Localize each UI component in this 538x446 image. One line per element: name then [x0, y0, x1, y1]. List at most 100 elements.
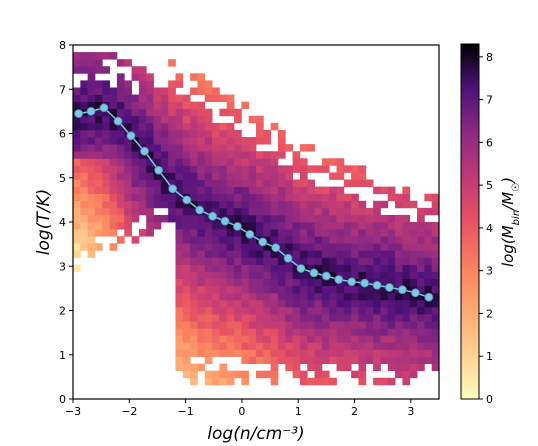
heatmap-cell [182, 94, 191, 103]
heatmap-cell [109, 87, 118, 95]
heatmap-cell [263, 271, 272, 280]
heatmap-cell [182, 271, 191, 280]
heatmap-cell [365, 236, 374, 244]
heatmap-cell [116, 179, 125, 187]
heatmap-cell [182, 129, 191, 138]
median-point [321, 271, 331, 281]
heatmap-cell [248, 299, 257, 308]
heatmap-cell [417, 356, 425, 364]
heatmap-cell [292, 335, 301, 343]
heatmap-cell [321, 314, 330, 322]
heatmap-cell [285, 165, 293, 173]
x-tick-label: 2 [351, 405, 358, 418]
heatmap-cell [175, 328, 184, 336]
heatmap-cell [102, 207, 110, 216]
heatmap-cell [343, 328, 352, 336]
colorbar [460, 43, 480, 400]
heatmap-cell [87, 250, 96, 258]
heatmap-cell [116, 165, 125, 173]
heatmap-cell [168, 94, 176, 103]
heatmap-cell [87, 222, 96, 230]
heatmap-cell [102, 200, 110, 209]
heatmap-cell [395, 370, 403, 379]
heatmap-cell [299, 335, 308, 343]
heatmap-cell [168, 158, 176, 166]
heatmap-cell [73, 222, 81, 230]
heatmap-cell [241, 243, 250, 251]
heatmap-cell [182, 299, 191, 308]
heatmap-cell [160, 165, 169, 173]
heatmap-cell [241, 207, 250, 216]
heatmap-cell [190, 370, 198, 379]
heatmap-cell [299, 214, 308, 223]
heatmap-cell [299, 377, 308, 386]
heatmap-cell [248, 151, 257, 159]
heatmap-cell [402, 264, 411, 272]
heatmap-cell [314, 214, 323, 223]
heatmap-cell [204, 292, 213, 301]
heatmap-cell [263, 186, 272, 195]
heatmap-cell [175, 229, 184, 237]
heatmap-cell [234, 151, 242, 159]
heatmap-cell [212, 144, 220, 152]
heatmap-cell [248, 342, 257, 350]
heatmap-cell [73, 158, 81, 166]
heatmap-cell [365, 243, 374, 251]
heatmap-cell [190, 129, 198, 138]
heatmap-cell [263, 193, 272, 202]
heatmap-cell [94, 59, 103, 67]
heatmap-cell [387, 193, 396, 202]
heatmap-cell [175, 207, 184, 216]
heatmap-cell [380, 229, 389, 237]
heatmap-cell [329, 236, 337, 244]
heatmap-cell [285, 292, 293, 301]
heatmap-cell [270, 207, 279, 216]
heatmap-cell [409, 299, 418, 308]
heatmap-cell [380, 243, 389, 251]
heatmap-cell [387, 321, 396, 329]
heatmap-cell [395, 328, 403, 336]
heatmap-cell [73, 264, 81, 272]
heatmap-cell [248, 200, 257, 209]
heatmap-cell [329, 243, 337, 251]
heatmap-cell [431, 285, 439, 294]
heatmap-cell [87, 236, 96, 244]
y-tick-label: 3 [59, 260, 66, 273]
heatmap-cell [146, 222, 154, 230]
heatmap-cell [146, 101, 154, 110]
heatmap-cell [358, 356, 367, 364]
heatmap-cell [87, 129, 96, 138]
heatmap-cell [431, 328, 439, 336]
heatmap-cell [343, 342, 352, 350]
heatmap-cell [380, 328, 389, 336]
heatmap-cell [343, 250, 352, 258]
heatmap-cell [387, 314, 396, 322]
heatmap-cell [329, 214, 337, 223]
heatmap-cell [190, 87, 198, 95]
heatmap-cell [387, 342, 396, 350]
heatmap-cell [234, 264, 242, 272]
heatmap-cell [248, 137, 257, 145]
heatmap-cell [168, 87, 176, 95]
heatmap-cell [351, 172, 359, 180]
heatmap-cell [336, 349, 345, 357]
heatmap-cell [417, 299, 425, 308]
heatmap-cell [131, 144, 140, 152]
heatmap-cell [307, 214, 315, 223]
heatmap-cell [263, 349, 272, 357]
y-axis-label: log(T/K) [34, 189, 54, 255]
heatmap-cell [365, 229, 374, 237]
heatmap-cell [424, 285, 433, 294]
heatmap-cell [153, 122, 162, 131]
heatmap-cell [241, 356, 250, 364]
heatmap-cell [175, 363, 184, 372]
heatmap-cell [248, 179, 257, 187]
heatmap-cell [124, 87, 132, 95]
median-point [309, 268, 319, 278]
median-point [385, 283, 394, 292]
heatmap-cell [329, 356, 337, 364]
heatmap-cell [241, 299, 250, 308]
heatmap-cell [314, 229, 323, 237]
heatmap-cell [395, 243, 403, 251]
heatmap-cell [94, 108, 103, 117]
